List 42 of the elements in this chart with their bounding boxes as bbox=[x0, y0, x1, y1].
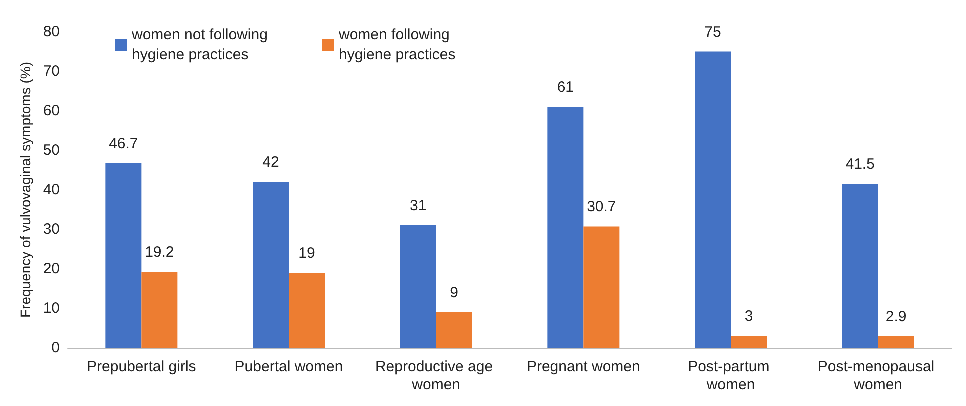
legend-label: women following hygiene practices bbox=[338, 26, 456, 64]
bar bbox=[842, 184, 878, 348]
x-tick-label: Reproductive age women bbox=[375, 358, 498, 394]
data-label: 41.5 bbox=[846, 156, 875, 174]
bar bbox=[106, 164, 142, 348]
bar bbox=[142, 272, 178, 348]
data-label: 61 bbox=[557, 79, 574, 96]
bar bbox=[289, 272, 325, 348]
y-tick-label: 70 bbox=[43, 63, 60, 80]
y-tick-label: 30 bbox=[43, 221, 60, 238]
data-label: 9 bbox=[450, 284, 459, 302]
x-tick-label: Pubertal women bbox=[234, 358, 344, 376]
bar bbox=[731, 336, 767, 348]
bar bbox=[548, 107, 584, 348]
bar bbox=[584, 226, 620, 348]
bar bbox=[695, 52, 731, 348]
data-label: 75 bbox=[704, 24, 722, 41]
y-tick-label: 40 bbox=[43, 182, 60, 198]
data-label: 19.2 bbox=[145, 244, 174, 262]
y-tick-label: 60 bbox=[43, 102, 60, 120]
x-tick-label: Post-menopausal women bbox=[818, 358, 939, 394]
legend-label: women not following hygiene practices bbox=[131, 26, 272, 64]
data-label: 42 bbox=[262, 154, 280, 172]
y-tick-label: 80 bbox=[43, 24, 60, 40]
data-label: 3 bbox=[744, 308, 754, 326]
bar bbox=[400, 226, 436, 348]
data-label: 2.9 bbox=[886, 308, 907, 326]
y-tick-label: 0 bbox=[52, 340, 60, 356]
bar bbox=[436, 312, 472, 348]
data-label: 46.7 bbox=[109, 136, 138, 153]
y-tick-label: 20 bbox=[43, 260, 60, 278]
bar bbox=[253, 182, 289, 348]
x-tick-label: Pregnant women bbox=[526, 358, 640, 376]
data-label: 30.7 bbox=[587, 198, 616, 216]
y-axis-title: Frequency of vulvovaginal symptoms (%) bbox=[17, 62, 34, 318]
x-tick-label: Prepubertal girls bbox=[87, 358, 196, 376]
y-tick-label: 50 bbox=[43, 142, 60, 159]
data-label: 19 bbox=[298, 244, 316, 262]
y-tick-label: 10 bbox=[43, 300, 60, 317]
x-tick-label: Post-partum women bbox=[688, 358, 774, 394]
data-label: 31 bbox=[410, 198, 427, 215]
bar bbox=[878, 336, 914, 348]
